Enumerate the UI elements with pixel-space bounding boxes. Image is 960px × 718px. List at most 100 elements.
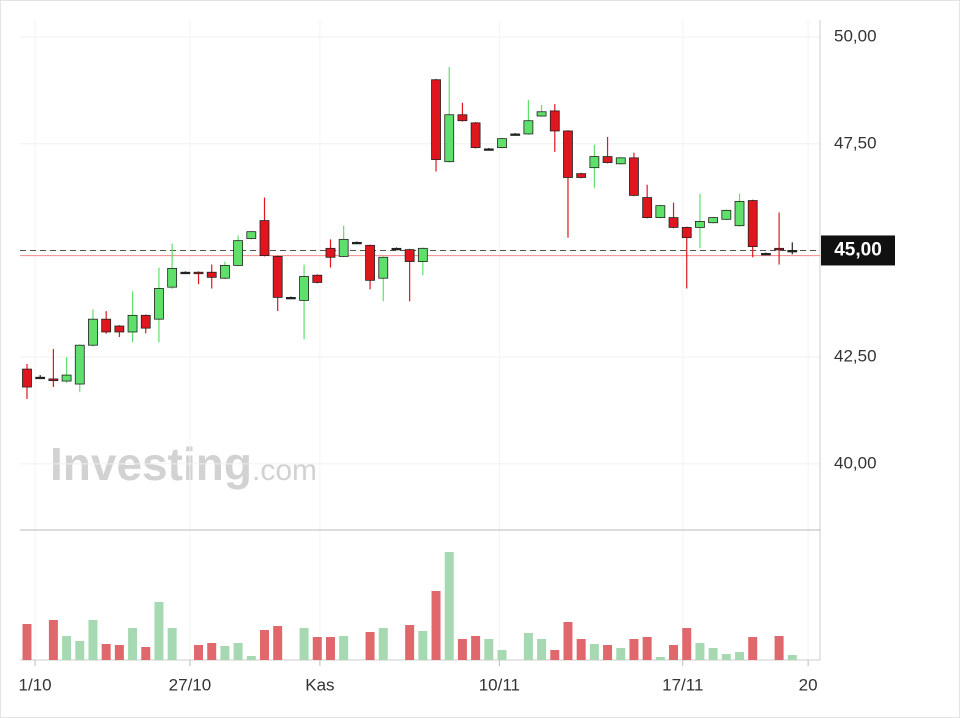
candle-body xyxy=(761,253,771,256)
candle-body xyxy=(549,110,560,132)
last-price-label: 45,00 xyxy=(834,239,882,260)
candle-body xyxy=(510,133,521,136)
candle-body xyxy=(681,227,692,239)
candle-body xyxy=(774,247,784,251)
volume-bar xyxy=(246,656,256,660)
volume-bar xyxy=(616,648,626,660)
volume-bar xyxy=(708,648,718,660)
candle-body xyxy=(88,318,98,346)
volume-bar xyxy=(550,650,560,660)
y-tick-label: 47,50 xyxy=(834,133,877,152)
candle-body xyxy=(35,376,46,380)
candle-body xyxy=(299,276,309,301)
candle-body xyxy=(167,267,178,288)
candle-body xyxy=(431,79,441,160)
candle-body xyxy=(404,249,415,262)
volume-bar xyxy=(378,628,388,660)
x-tick-label: 20 xyxy=(799,675,818,694)
candle-body xyxy=(101,318,112,333)
candle-body xyxy=(497,138,507,149)
candle-body xyxy=(22,368,32,388)
candle-body xyxy=(127,314,138,333)
volume-bar xyxy=(642,637,652,660)
last-price-box xyxy=(821,235,895,266)
candle-body xyxy=(365,244,375,281)
watermark: .com xyxy=(252,454,317,487)
candle-body xyxy=(747,200,758,248)
volume-bar xyxy=(207,643,217,660)
candle-body xyxy=(246,231,257,239)
candle-body xyxy=(325,247,336,258)
candle-body xyxy=(417,247,428,262)
volume-bar xyxy=(418,631,428,660)
candle-body xyxy=(615,157,626,165)
volume-bar xyxy=(114,645,124,660)
x-tick-label: 10/11 xyxy=(479,675,520,694)
volume-bar xyxy=(312,637,322,660)
volume-bar xyxy=(62,636,72,660)
candle-body xyxy=(312,274,323,283)
candle-body xyxy=(74,344,85,385)
volume-bar xyxy=(339,636,349,660)
volume-bar xyxy=(576,639,586,660)
volume-bar xyxy=(682,628,692,660)
volume-bar xyxy=(431,591,441,660)
candle-body xyxy=(483,148,494,151)
candle-body xyxy=(668,217,679,228)
volume-bar xyxy=(299,628,309,660)
volume-bar xyxy=(128,628,138,660)
candle-body xyxy=(206,271,217,278)
candle-body xyxy=(193,271,204,275)
volume-bar xyxy=(523,633,533,660)
candle-body xyxy=(61,374,72,382)
candle-body xyxy=(602,156,613,163)
volume-bar xyxy=(629,639,639,660)
candle-body xyxy=(642,197,653,218)
x-tick-label: 1/10 xyxy=(18,675,51,694)
candle-body xyxy=(391,247,402,251)
candle-body xyxy=(140,314,151,329)
volume-bar xyxy=(405,625,415,660)
volume-bar xyxy=(88,620,98,660)
candle-body xyxy=(378,256,389,279)
candle-body xyxy=(233,240,244,266)
x-tick-label: Kas xyxy=(305,675,334,694)
volume-bar xyxy=(655,657,665,660)
volume-bar xyxy=(101,644,111,660)
candle-body xyxy=(154,288,164,320)
candle-body xyxy=(787,250,798,253)
candle-body xyxy=(655,205,666,218)
volume-bar xyxy=(774,636,784,660)
candle-body xyxy=(695,221,705,228)
candle-body xyxy=(220,264,230,279)
volume-bar xyxy=(259,630,269,660)
volume-bar xyxy=(220,646,230,660)
candle-body xyxy=(48,378,59,382)
volume-bar xyxy=(273,626,283,660)
volume-bar xyxy=(154,602,164,660)
volume-bar xyxy=(497,650,507,660)
volume-bar xyxy=(325,637,335,660)
volume-bar xyxy=(603,645,613,660)
candle-body xyxy=(114,325,125,333)
candle-body xyxy=(470,122,481,149)
volume-bar xyxy=(457,639,467,660)
candle-body xyxy=(734,200,745,227)
y-tick-label: 42,50 xyxy=(834,347,877,366)
x-tick-label: 17/11 xyxy=(662,675,703,694)
volume-bar xyxy=(48,620,58,660)
volume-bar xyxy=(233,643,243,660)
candle-body xyxy=(576,173,587,178)
candle-body xyxy=(708,217,719,224)
y-tick-label: 40,00 xyxy=(834,453,877,472)
volume-bar xyxy=(444,552,454,660)
volume-bar xyxy=(484,639,494,660)
candle-body xyxy=(457,114,468,122)
candle-body xyxy=(180,271,191,275)
volume-bar xyxy=(589,644,599,660)
volume-bar xyxy=(563,622,573,660)
volume-bar xyxy=(748,637,758,660)
candle-body xyxy=(338,238,349,257)
volume-bar xyxy=(721,654,731,660)
